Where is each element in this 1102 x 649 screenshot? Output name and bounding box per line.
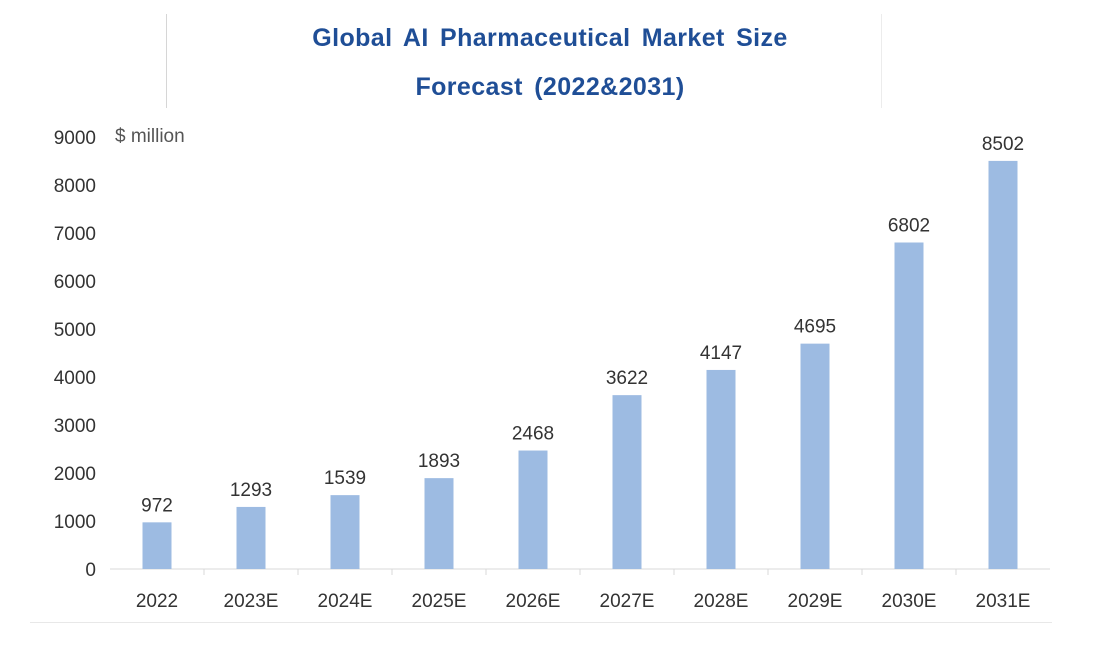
bar — [424, 478, 454, 569]
y-tick-label: 3000 — [54, 416, 96, 437]
bar — [330, 495, 360, 569]
bar-value-label: 2468 — [512, 424, 554, 445]
bar — [988, 160, 1018, 570]
bar — [518, 450, 548, 569]
bar — [236, 506, 266, 569]
x-tick-label: 2022 — [136, 591, 178, 612]
bar-value-label: 8502 — [982, 134, 1024, 155]
chart-title-line-2: Forecast (2022&2031) — [415, 73, 685, 101]
y-tick-label: 1000 — [54, 512, 96, 533]
y-tick-label: 2000 — [54, 464, 96, 485]
x-tick-label: 2023E — [224, 591, 279, 612]
bar — [800, 343, 830, 569]
bar — [706, 369, 736, 569]
title-divider-left — [166, 14, 167, 108]
bar-value-label: 1893 — [418, 451, 460, 472]
title-divider-right — [881, 14, 882, 108]
bar-value-label: 4147 — [700, 343, 742, 364]
bar-value-label: 1293 — [230, 480, 272, 501]
chart-title-line-1: Global AI Pharmaceutical Market Size — [312, 24, 788, 52]
bar — [142, 522, 172, 569]
y-tick-label: 8000 — [54, 176, 96, 197]
x-tick-label: 2025E — [412, 591, 467, 612]
bar-value-label: 3622 — [606, 368, 648, 389]
x-tick-label: 2028E — [694, 591, 749, 612]
y-tick-label: 0 — [85, 560, 96, 581]
bar-value-label: 4695 — [794, 317, 836, 338]
x-tick-label: 2024E — [318, 591, 373, 612]
y-tick-label: 4000 — [54, 368, 96, 389]
x-tick-label: 2027E — [600, 591, 655, 612]
bar — [612, 395, 642, 569]
bar-value-label: 6802 — [888, 216, 930, 237]
y-tick-label: 5000 — [54, 320, 96, 341]
x-tick-label: 2031E — [976, 591, 1031, 612]
x-tick-label: 2026E — [506, 591, 561, 612]
x-tick-label: 2030E — [882, 591, 937, 612]
bottom-rule — [30, 622, 1052, 623]
bar-value-label: 972 — [141, 495, 173, 516]
y-tick-label: 6000 — [54, 272, 96, 293]
y-tick-label: 9000 — [54, 128, 96, 149]
bar — [894, 242, 924, 569]
bar-value-label: 1539 — [324, 468, 366, 489]
x-tick-label: 2029E — [788, 591, 843, 612]
y-axis-unit-label: $ million — [115, 126, 185, 147]
y-tick-label: 7000 — [54, 224, 96, 245]
